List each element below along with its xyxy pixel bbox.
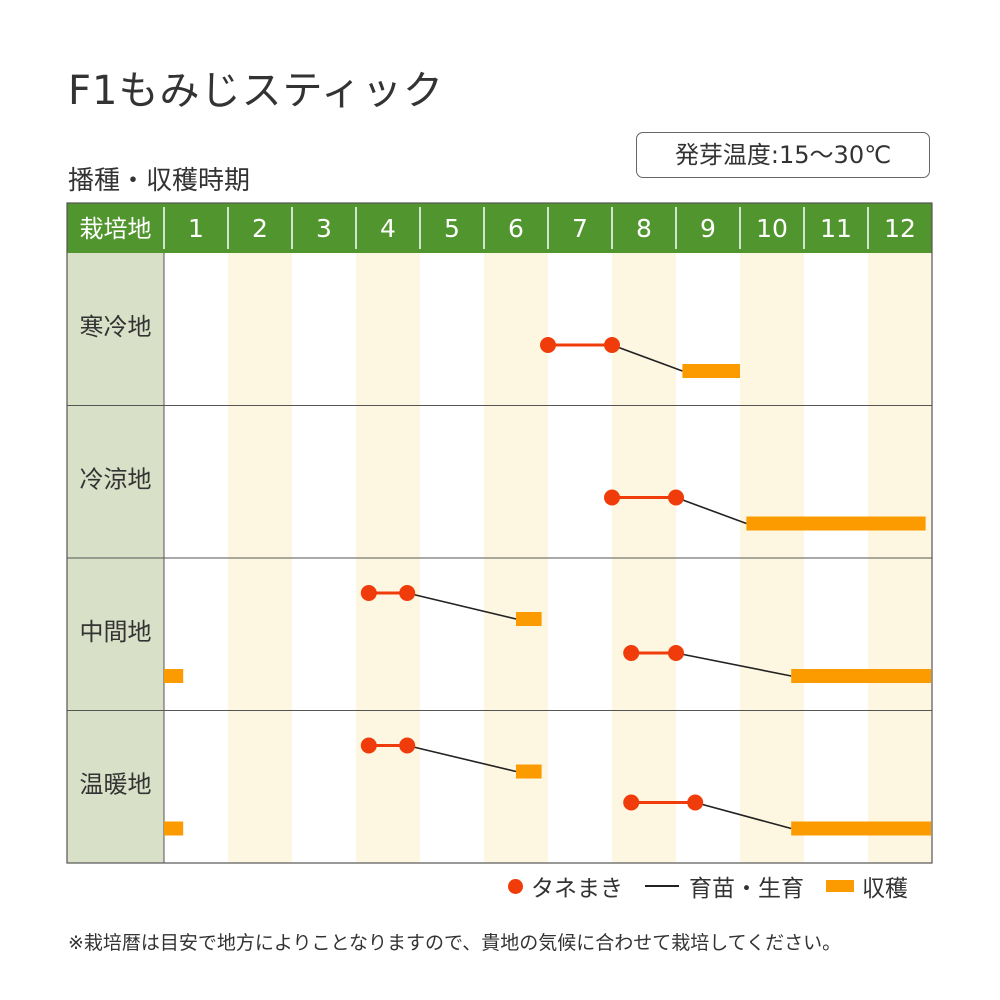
region-label-2: 中間地: [80, 618, 152, 646]
growth-line: [611, 344, 683, 372]
month-label-10: 10: [756, 214, 788, 243]
growth-line: [675, 652, 792, 677]
growth-line: [407, 592, 517, 620]
chart-border: [66, 202, 933, 864]
legend-growth: 育苗・生育: [645, 869, 804, 903]
harvest-bar: [164, 821, 184, 836]
header-row: [67, 203, 932, 253]
legend-sowing: タネまき: [508, 869, 623, 903]
harvest-bar: [791, 669, 931, 683]
sowing-dot: [604, 489, 620, 506]
legend-harvest: 収穫: [826, 869, 908, 903]
sowing-dot-icon: [508, 878, 523, 894]
growth-line: [675, 496, 747, 525]
month-label-11: 11: [820, 214, 852, 243]
growth-line-icon: [645, 885, 679, 887]
month-label-4: 4: [380, 214, 396, 243]
month-label-6: 6: [508, 214, 524, 243]
region-label-1: 冷涼地: [80, 466, 152, 494]
germination-temp-badge: 発芽温度:15〜30℃: [636, 132, 930, 178]
header-label: 栽培地: [80, 215, 152, 243]
legend-harvest-label: 収穫: [862, 876, 908, 902]
region-label-3: 温暖地: [80, 771, 152, 799]
sowing-dot: [360, 585, 377, 601]
harvest-bar: [516, 764, 542, 779]
harvest-bar: [516, 612, 542, 626]
legend: タネまき 育苗・生育 収穫: [508, 869, 908, 903]
month-label-2: 2: [252, 214, 268, 243]
sowing-dot: [668, 645, 684, 661]
sowing-dot: [687, 794, 704, 811]
month-label-7: 7: [572, 214, 588, 243]
harvest-bar-icon: [826, 880, 854, 892]
month-label-12: 12: [884, 214, 916, 243]
month-label-9: 9: [700, 214, 716, 243]
harvest-bar: [746, 516, 926, 531]
sowing-dot: [604, 337, 620, 353]
growth-line: [694, 801, 792, 830]
region-label-0: 寒冷地: [80, 313, 152, 341]
month-label-8: 8: [636, 214, 652, 243]
sowing-dot: [623, 794, 640, 811]
sowing-dot: [360, 737, 377, 754]
sowing-dot: [668, 489, 684, 506]
sowing-dot: [540, 337, 556, 353]
harvest-bar: [164, 669, 184, 683]
sowing-dot: [399, 737, 416, 754]
sowing-dot: [623, 645, 640, 661]
footnote: ※栽培暦は目安で地方によりことなりますので、貴地の気候に合わせて栽培してください…: [68, 932, 842, 954]
sowing-dot: [399, 585, 416, 601]
month-label-5: 5: [444, 214, 460, 243]
legend-growth-label: 育苗・生育: [689, 876, 804, 902]
page-title: F1もみじスティック: [68, 68, 445, 114]
month-label-3: 3: [316, 214, 332, 243]
harvest-bar: [791, 821, 931, 836]
harvest-bar: [682, 364, 740, 378]
legend-sowing-label: タネまき: [531, 876, 623, 902]
chart-subtitle: 播種・収穫時期: [68, 166, 251, 196]
growth-line: [407, 744, 517, 773]
month-label-1: 1: [188, 214, 204, 243]
